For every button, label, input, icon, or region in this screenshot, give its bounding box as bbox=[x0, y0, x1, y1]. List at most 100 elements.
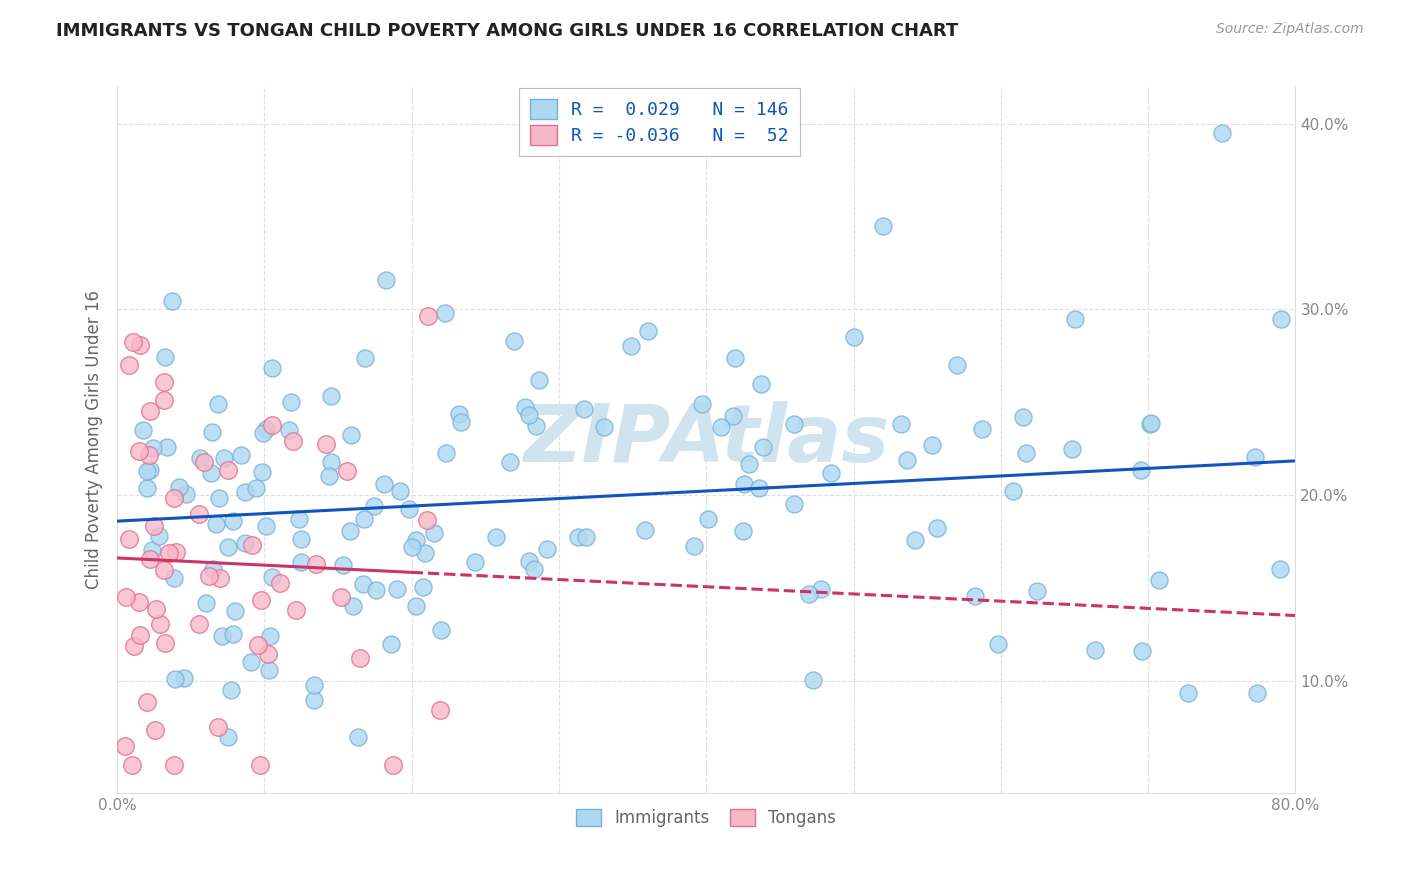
Point bbox=[340, 428, 363, 442]
Point bbox=[188, 450, 211, 465]
Point bbox=[987, 637, 1010, 651]
Point bbox=[385, 582, 408, 597]
Point bbox=[321, 455, 343, 469]
Point bbox=[143, 723, 166, 737]
Point bbox=[153, 375, 176, 389]
Point bbox=[148, 529, 170, 543]
Point bbox=[233, 485, 256, 500]
Point bbox=[121, 334, 143, 349]
Point bbox=[749, 376, 772, 391]
Point bbox=[208, 491, 231, 506]
Text: ZIPAtlas: ZIPAtlas bbox=[523, 401, 890, 478]
Point bbox=[527, 373, 550, 387]
Point bbox=[153, 393, 176, 408]
Point bbox=[1130, 644, 1153, 658]
Point bbox=[200, 466, 222, 480]
Point bbox=[288, 511, 311, 525]
Point bbox=[352, 577, 374, 591]
Point bbox=[240, 655, 263, 669]
Point bbox=[783, 497, 806, 511]
Point bbox=[925, 521, 948, 535]
Point bbox=[405, 599, 427, 614]
Point bbox=[141, 543, 163, 558]
Point bbox=[434, 445, 457, 459]
Point bbox=[165, 545, 187, 559]
Point bbox=[212, 451, 235, 466]
Point bbox=[738, 457, 761, 471]
Point bbox=[257, 647, 280, 661]
Point bbox=[872, 219, 894, 233]
Point bbox=[208, 571, 231, 585]
Point bbox=[1270, 311, 1292, 326]
Point bbox=[536, 541, 558, 556]
Point bbox=[252, 426, 274, 441]
Point bbox=[423, 525, 446, 540]
Point bbox=[354, 351, 377, 365]
Point bbox=[121, 757, 143, 772]
Point bbox=[896, 452, 918, 467]
Point bbox=[138, 463, 160, 477]
Point bbox=[128, 595, 150, 609]
Point bbox=[250, 592, 273, 607]
Point bbox=[188, 616, 211, 631]
Point bbox=[682, 539, 704, 553]
Point bbox=[945, 358, 967, 372]
Point bbox=[783, 417, 806, 431]
Point bbox=[262, 360, 284, 375]
Point bbox=[162, 572, 184, 586]
Point bbox=[218, 730, 240, 744]
Point bbox=[1025, 583, 1047, 598]
Point bbox=[246, 638, 269, 652]
Point bbox=[132, 423, 155, 437]
Point bbox=[290, 532, 312, 546]
Point bbox=[339, 524, 361, 538]
Point bbox=[277, 423, 299, 437]
Point bbox=[921, 438, 943, 452]
Point bbox=[211, 629, 233, 643]
Point bbox=[429, 703, 451, 717]
Point bbox=[567, 530, 589, 544]
Point bbox=[401, 540, 423, 554]
Point bbox=[526, 418, 548, 433]
Point bbox=[1063, 311, 1085, 326]
Point bbox=[249, 757, 271, 772]
Point bbox=[167, 480, 190, 494]
Point bbox=[389, 484, 412, 499]
Point bbox=[136, 465, 159, 479]
Point bbox=[235, 536, 257, 550]
Point bbox=[572, 401, 595, 416]
Point bbox=[281, 434, 304, 449]
Point bbox=[499, 454, 522, 468]
Point bbox=[207, 397, 229, 411]
Point bbox=[413, 546, 436, 560]
Point bbox=[1139, 417, 1161, 432]
Point bbox=[405, 533, 427, 547]
Point bbox=[692, 397, 714, 411]
Point bbox=[129, 628, 152, 642]
Point bbox=[114, 739, 136, 754]
Point bbox=[319, 389, 342, 403]
Point bbox=[1211, 126, 1233, 140]
Point bbox=[1243, 450, 1265, 465]
Point bbox=[620, 338, 643, 352]
Point bbox=[748, 481, 770, 495]
Point bbox=[418, 309, 440, 323]
Point bbox=[254, 421, 277, 435]
Point bbox=[207, 720, 229, 734]
Point bbox=[1002, 483, 1025, 498]
Point bbox=[710, 420, 733, 434]
Point bbox=[1246, 686, 1268, 700]
Point bbox=[152, 563, 174, 577]
Point bbox=[593, 419, 616, 434]
Point bbox=[810, 582, 832, 596]
Point bbox=[145, 602, 167, 616]
Point bbox=[163, 757, 186, 772]
Point bbox=[193, 455, 215, 469]
Point bbox=[139, 551, 162, 566]
Point bbox=[198, 569, 221, 583]
Point bbox=[217, 540, 239, 554]
Point bbox=[222, 627, 245, 641]
Point bbox=[1084, 643, 1107, 657]
Point bbox=[1012, 409, 1035, 424]
Point bbox=[842, 330, 865, 344]
